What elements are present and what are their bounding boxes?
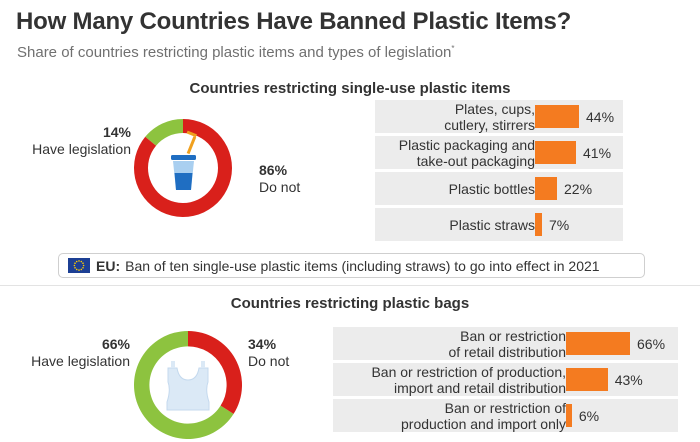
subtitle-text: Share of countries restricting plastic i…: [17, 44, 452, 61]
bar-value-label: 41%: [583, 144, 612, 161]
bar-label: Plates, cups, cutlery, stirrers: [375, 100, 543, 133]
chart-subtitle: Share of countries restricting plastic i…: [17, 44, 455, 61]
bar-label-line: Ban or restriction of: [444, 399, 566, 416]
bar-label-line: production and import only: [401, 415, 566, 432]
bar-row: 7% Plastic straws: [449, 208, 623, 241]
eu-star: [74, 267, 76, 269]
bar-row-background: [333, 363, 566, 396]
bar: [535, 213, 542, 236]
chart-title: How Many Countries Have Banned Plastic I…: [16, 8, 572, 35]
label-text: Do not: [259, 179, 301, 195]
section-divider: [0, 285, 700, 286]
donut-single-use: [134, 119, 232, 217]
bar-row-background: [333, 399, 566, 432]
single-use-slice-have-legislation: [145, 119, 183, 146]
pct-value: 14%: [102, 124, 131, 140]
bar-label: Ban or restriction of production and impo…: [333, 399, 574, 432]
bar-label-line: import and retail distribution: [394, 379, 566, 396]
donut-single-use-legislation-label: 14% Have legislation: [25, 124, 131, 158]
donut-bags-legislation-label: 66% Have legislation: [22, 336, 130, 370]
bar: [566, 332, 631, 355]
plastic-cup-with-straw-icon: [171, 130, 197, 190]
label-text: Have legislation: [32, 141, 131, 157]
bar-row: 41% Plastic packaging and take-out packagi…: [399, 136, 623, 169]
bar-value-label: 6%: [578, 407, 600, 424]
donut-single-use-not-label: 86% Do not: [259, 162, 300, 196]
donut-bags: [133, 331, 242, 439]
bar-label: Ban or restriction of retail distribution: [333, 327, 574, 360]
section-title-bags: Countries restricting plastic bags: [230, 295, 470, 312]
bar-value-label: 66%: [637, 335, 666, 352]
bar-row: 66% Ban or restriction of retail distribut…: [448, 327, 678, 360]
pct-value: 34%: [248, 336, 277, 352]
bar-row-background: [375, 208, 535, 241]
section-title-single-use: Countries restricting single-use plastic…: [189, 80, 511, 97]
bar-label-line: Plastic bottles: [448, 180, 535, 197]
bar: [566, 368, 608, 391]
eu-star: [78, 269, 80, 271]
eu-star: [75, 268, 78, 271]
eu-flag-icon: [68, 258, 90, 273]
bar-label-line: Plastic straws: [449, 216, 535, 233]
bar-label-line: Plastic packaging and: [398, 136, 535, 153]
bar-label-line: of retail distribution: [448, 343, 566, 360]
bar-label-line: Ban or restriction of production,: [371, 363, 566, 380]
label-text: Do not: [248, 353, 290, 369]
bar-label: Ban or restriction of production, import …: [333, 363, 574, 396]
donut-bags-not-label: 34% Do not: [248, 336, 289, 370]
bar-row: 6% Ban or restriction of production and im…: [401, 399, 678, 432]
bar-label: Plastic bottles: [375, 172, 543, 205]
bar: [535, 177, 557, 200]
eu-star: [78, 260, 80, 262]
pct-value: 66%: [101, 336, 130, 352]
eu-prefix: EU:: [96, 257, 121, 274]
eu-note-text: Ban of ten single-use plastic items (inc…: [125, 257, 600, 274]
pct-value: 86%: [259, 162, 288, 178]
bar-value-label: 22%: [564, 180, 593, 197]
bags-slice-have-legislation: [133, 331, 234, 439]
bags-slice-do-not: [188, 331, 242, 414]
bar-row: 44% Plates, cups, cutlery, stirrers: [444, 100, 623, 133]
bar-row-background: [375, 172, 535, 205]
bar-row-background: [375, 100, 535, 133]
eu-star: [80, 260, 83, 263]
eu-star: [74, 262, 76, 264]
eu-star: [73, 264, 76, 267]
plastic-bag-icon: [166, 361, 210, 411]
eu-star: [82, 264, 85, 267]
eu-star: [82, 267, 84, 269]
label-text: Have legislation: [31, 353, 130, 369]
eu-star: [82, 262, 84, 264]
bar-label: Plastic packaging and take-out packaging: [375, 136, 543, 169]
bar-label-line: Ban or restriction: [460, 327, 566, 344]
eu-star: [75, 260, 78, 263]
bar-value-label: 44%: [586, 108, 615, 125]
bar-row-background: [333, 327, 566, 360]
bar-row: 22% Plastic bottles: [449, 172, 623, 205]
bar-label-line: take-out packaging: [416, 152, 535, 169]
subtitle-footnote-mark: *: [451, 44, 455, 53]
eu-note: EU: Ban of ten single-use plastic items …: [58, 253, 645, 278]
bar-label-line: Plates, cups,: [454, 100, 535, 117]
bar-value-label: 43%: [614, 371, 643, 388]
eu-star: [80, 268, 83, 271]
bar: [535, 105, 579, 128]
bar: [535, 141, 576, 164]
bar-value-label: 7%: [549, 216, 570, 233]
bar-row: 43% Ban or restriction of production, impo…: [371, 363, 678, 396]
bar: [566, 404, 572, 427]
bar-label: Plastic straws: [375, 208, 543, 241]
bar-label-line: cutlery, stirrers: [444, 116, 535, 133]
bar-row-background: [375, 136, 535, 169]
